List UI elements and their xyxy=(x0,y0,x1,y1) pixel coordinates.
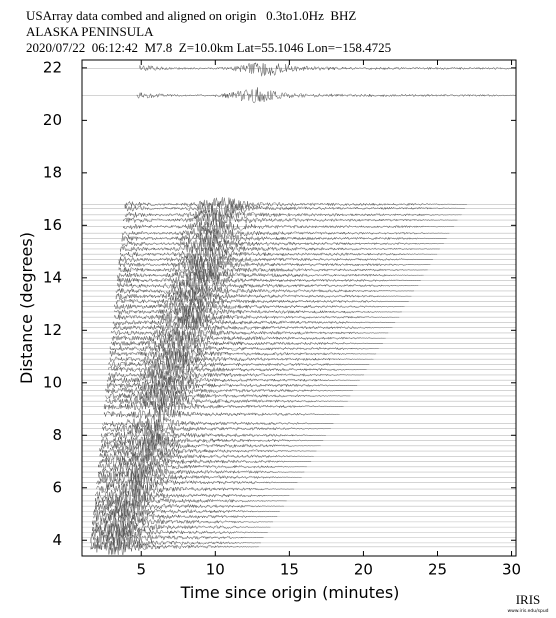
trace xyxy=(90,536,259,556)
y-tick-label: 22 xyxy=(43,58,62,76)
trace xyxy=(95,487,290,503)
trace xyxy=(99,448,314,464)
trace xyxy=(112,320,393,336)
trace xyxy=(121,235,444,252)
trace xyxy=(105,384,353,399)
x-tick-label: 20 xyxy=(354,561,373,579)
trace xyxy=(95,493,287,509)
trace xyxy=(92,514,273,531)
trace xyxy=(93,503,280,521)
trace xyxy=(106,377,358,392)
trace xyxy=(111,330,386,347)
x-tick-label: 10 xyxy=(206,561,225,579)
trace xyxy=(108,358,370,371)
trace xyxy=(105,388,351,405)
x-tick-label: 30 xyxy=(502,561,521,579)
trace xyxy=(117,279,419,295)
chart-subtitle: ALASKA PENINSULA xyxy=(26,24,154,39)
trace xyxy=(102,414,334,432)
trace xyxy=(96,479,295,499)
trace xyxy=(109,350,374,367)
trace xyxy=(90,529,264,546)
trace xyxy=(118,253,434,267)
trace xyxy=(124,197,467,212)
trace xyxy=(98,463,305,480)
y-tick-label: 18 xyxy=(43,163,62,181)
trace xyxy=(136,87,516,104)
trace xyxy=(118,261,428,278)
x-axis-label: Time since origin (minutes) xyxy=(180,583,400,602)
trace xyxy=(139,61,516,77)
trace xyxy=(108,368,364,383)
trace xyxy=(103,398,344,413)
trace xyxy=(101,428,326,445)
y-tick-label: 20 xyxy=(43,111,62,129)
trace xyxy=(114,303,402,320)
x-tick-label: 15 xyxy=(280,561,299,579)
trace xyxy=(117,266,424,284)
y-axis-label: Distance (degrees) xyxy=(17,232,36,384)
trace xyxy=(115,295,409,310)
trace xyxy=(124,201,465,217)
trace xyxy=(123,211,458,228)
credit-url: www.iris.edu/spud xyxy=(507,608,548,614)
y-tick-label: 4 xyxy=(52,531,62,549)
trace xyxy=(111,325,389,341)
trace xyxy=(109,341,379,358)
trace xyxy=(117,272,421,290)
trace xyxy=(118,255,431,273)
trace xyxy=(114,300,405,315)
trace xyxy=(120,245,438,261)
y-tick-label: 8 xyxy=(52,426,62,444)
trace xyxy=(102,421,331,437)
trace xyxy=(98,458,307,474)
trace xyxy=(120,241,440,257)
trace xyxy=(121,230,447,247)
trace xyxy=(111,335,383,351)
trace xyxy=(96,473,298,492)
trace xyxy=(101,436,321,453)
y-tick-label: 14 xyxy=(43,268,62,286)
y-tick-label: 12 xyxy=(43,321,62,339)
trace xyxy=(115,284,414,300)
trace xyxy=(92,519,271,536)
trace xyxy=(112,314,396,331)
trace xyxy=(124,207,462,223)
trace xyxy=(101,432,324,448)
plot-frame xyxy=(81,59,517,557)
event-info: 2020/07/22 06:12:42 M7.8 Z=10.0km Lat=55… xyxy=(26,40,391,55)
chart-title: USArray data combed and aligned on origi… xyxy=(26,8,356,23)
trace xyxy=(109,345,377,362)
trace xyxy=(105,394,348,410)
trace xyxy=(115,288,412,305)
y-tick-label: 16 xyxy=(43,216,62,234)
x-tick-label: 5 xyxy=(136,561,146,579)
trace xyxy=(114,309,400,325)
y-tick-label: 6 xyxy=(52,478,62,496)
trace xyxy=(103,406,340,423)
trace xyxy=(121,225,450,242)
trace xyxy=(108,360,367,376)
trace xyxy=(123,218,455,235)
trace xyxy=(95,498,285,516)
credit-logo: IRIS xyxy=(516,592,541,607)
trace xyxy=(106,373,360,388)
y-tick-label: 10 xyxy=(43,373,62,391)
x-tick-label: 25 xyxy=(428,561,447,579)
